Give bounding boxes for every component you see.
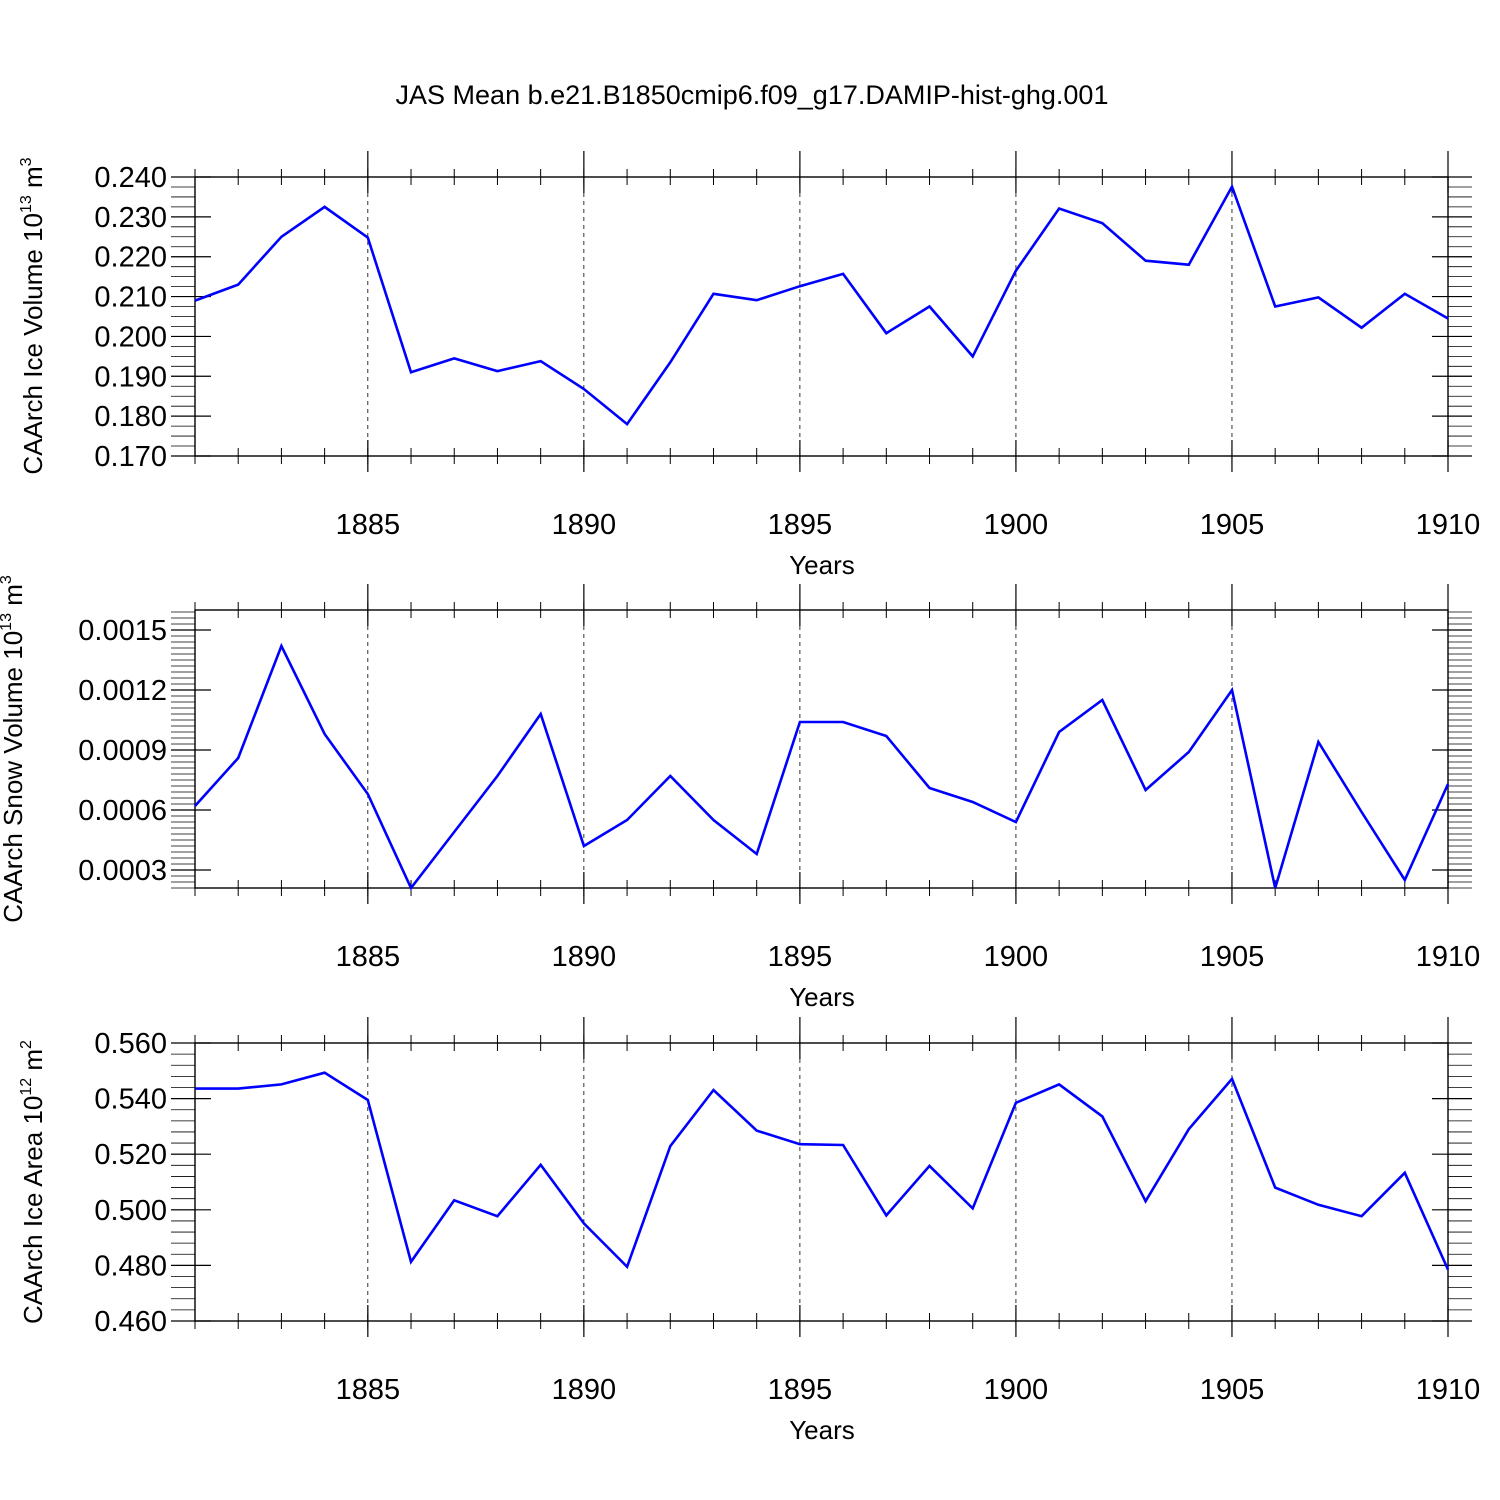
y-tick-label: 0.210	[94, 282, 167, 314]
plot-frame	[194, 1042, 1449, 1322]
x-tick-label: 1900	[984, 509, 1049, 541]
y-tick-label: 0.240	[94, 162, 167, 194]
plot-frame	[194, 609, 1449, 889]
x-tick-label: 1905	[1200, 1374, 1265, 1406]
x-tick-label: 1900	[984, 1374, 1049, 1406]
y-tick-label: 0.540	[94, 1084, 167, 1116]
x-axis-label: Years	[789, 1415, 855, 1445]
y-axis-label: CAArch Ice Volume 1013 m3	[18, 157, 48, 474]
y-tick-label: 0.480	[94, 1250, 167, 1282]
x-tick-label: 1900	[984, 941, 1049, 973]
y-tick-label: 0.460	[94, 1306, 167, 1338]
y-tick-label: 0.200	[94, 321, 167, 353]
series-line	[194, 642, 1450, 891]
x-tick-label: 1885	[336, 941, 401, 973]
x-tick-label: 1895	[768, 509, 833, 541]
y-tick-label: 0.0006	[78, 795, 167, 827]
x-tick-label: 1910	[1416, 509, 1481, 541]
x-tick-label: 1895	[768, 1374, 833, 1406]
panel-snow-volume: CAArch Snow Volume 1013 m3 Years 1885 189…	[0, 575, 1480, 1012]
x-tick-label: 1910	[1416, 941, 1481, 973]
panel-ice-area: CAArch Ice Area 1012 m2 Years 1885 1890 18…	[18, 1017, 1480, 1445]
y-tick-label: 0.180	[94, 401, 167, 433]
y-tick-label: 0.220	[94, 242, 167, 274]
plot-frame	[194, 176, 1449, 457]
y-tick-label: 0.0012	[78, 675, 167, 707]
x-tick-label: 1890	[552, 509, 617, 541]
x-tick-label: 1890	[552, 1374, 617, 1406]
y-tick-label: 0.230	[94, 202, 167, 234]
y-tick-label: 0.0009	[78, 735, 167, 767]
x-tick-label: 1895	[768, 941, 833, 973]
y-axis-label: CAArch Ice Area 1012 m2	[18, 1040, 48, 1324]
x-tick-label: 1885	[336, 1374, 401, 1406]
series-line	[195, 1071, 1450, 1271]
y-tick-label: 0.500	[94, 1195, 167, 1227]
y-tick-label: 0.190	[94, 361, 167, 393]
x-tick-label: 1890	[552, 941, 617, 973]
x-tick-label: 1905	[1200, 941, 1265, 973]
y-tick-label: 0.0015	[78, 615, 167, 647]
y-tick-label: 0.520	[94, 1139, 167, 1171]
y-tick-label: 0.560	[94, 1028, 167, 1060]
panel-ice-volume: CAArch Ice Volume 1013 m3 Years 1885 1890…	[18, 151, 1480, 580]
figure-title: JAS Mean b.e21.B1850cmip6.f09_g17.DAMIP-…	[396, 80, 1109, 110]
x-tick-label: 1905	[1200, 509, 1265, 541]
y-tick-label: 0.170	[94, 441, 167, 473]
x-axis-label: Years	[789, 982, 855, 1012]
x-axis-label: Years	[789, 550, 855, 580]
y-axis-label: CAArch Snow Volume 1013 m3	[0, 575, 28, 923]
x-tick-label: 1910	[1416, 1374, 1481, 1406]
x-tick-label: 1885	[336, 509, 401, 541]
y-tick-label: 0.0003	[78, 855, 167, 887]
series-line	[194, 183, 1449, 426]
